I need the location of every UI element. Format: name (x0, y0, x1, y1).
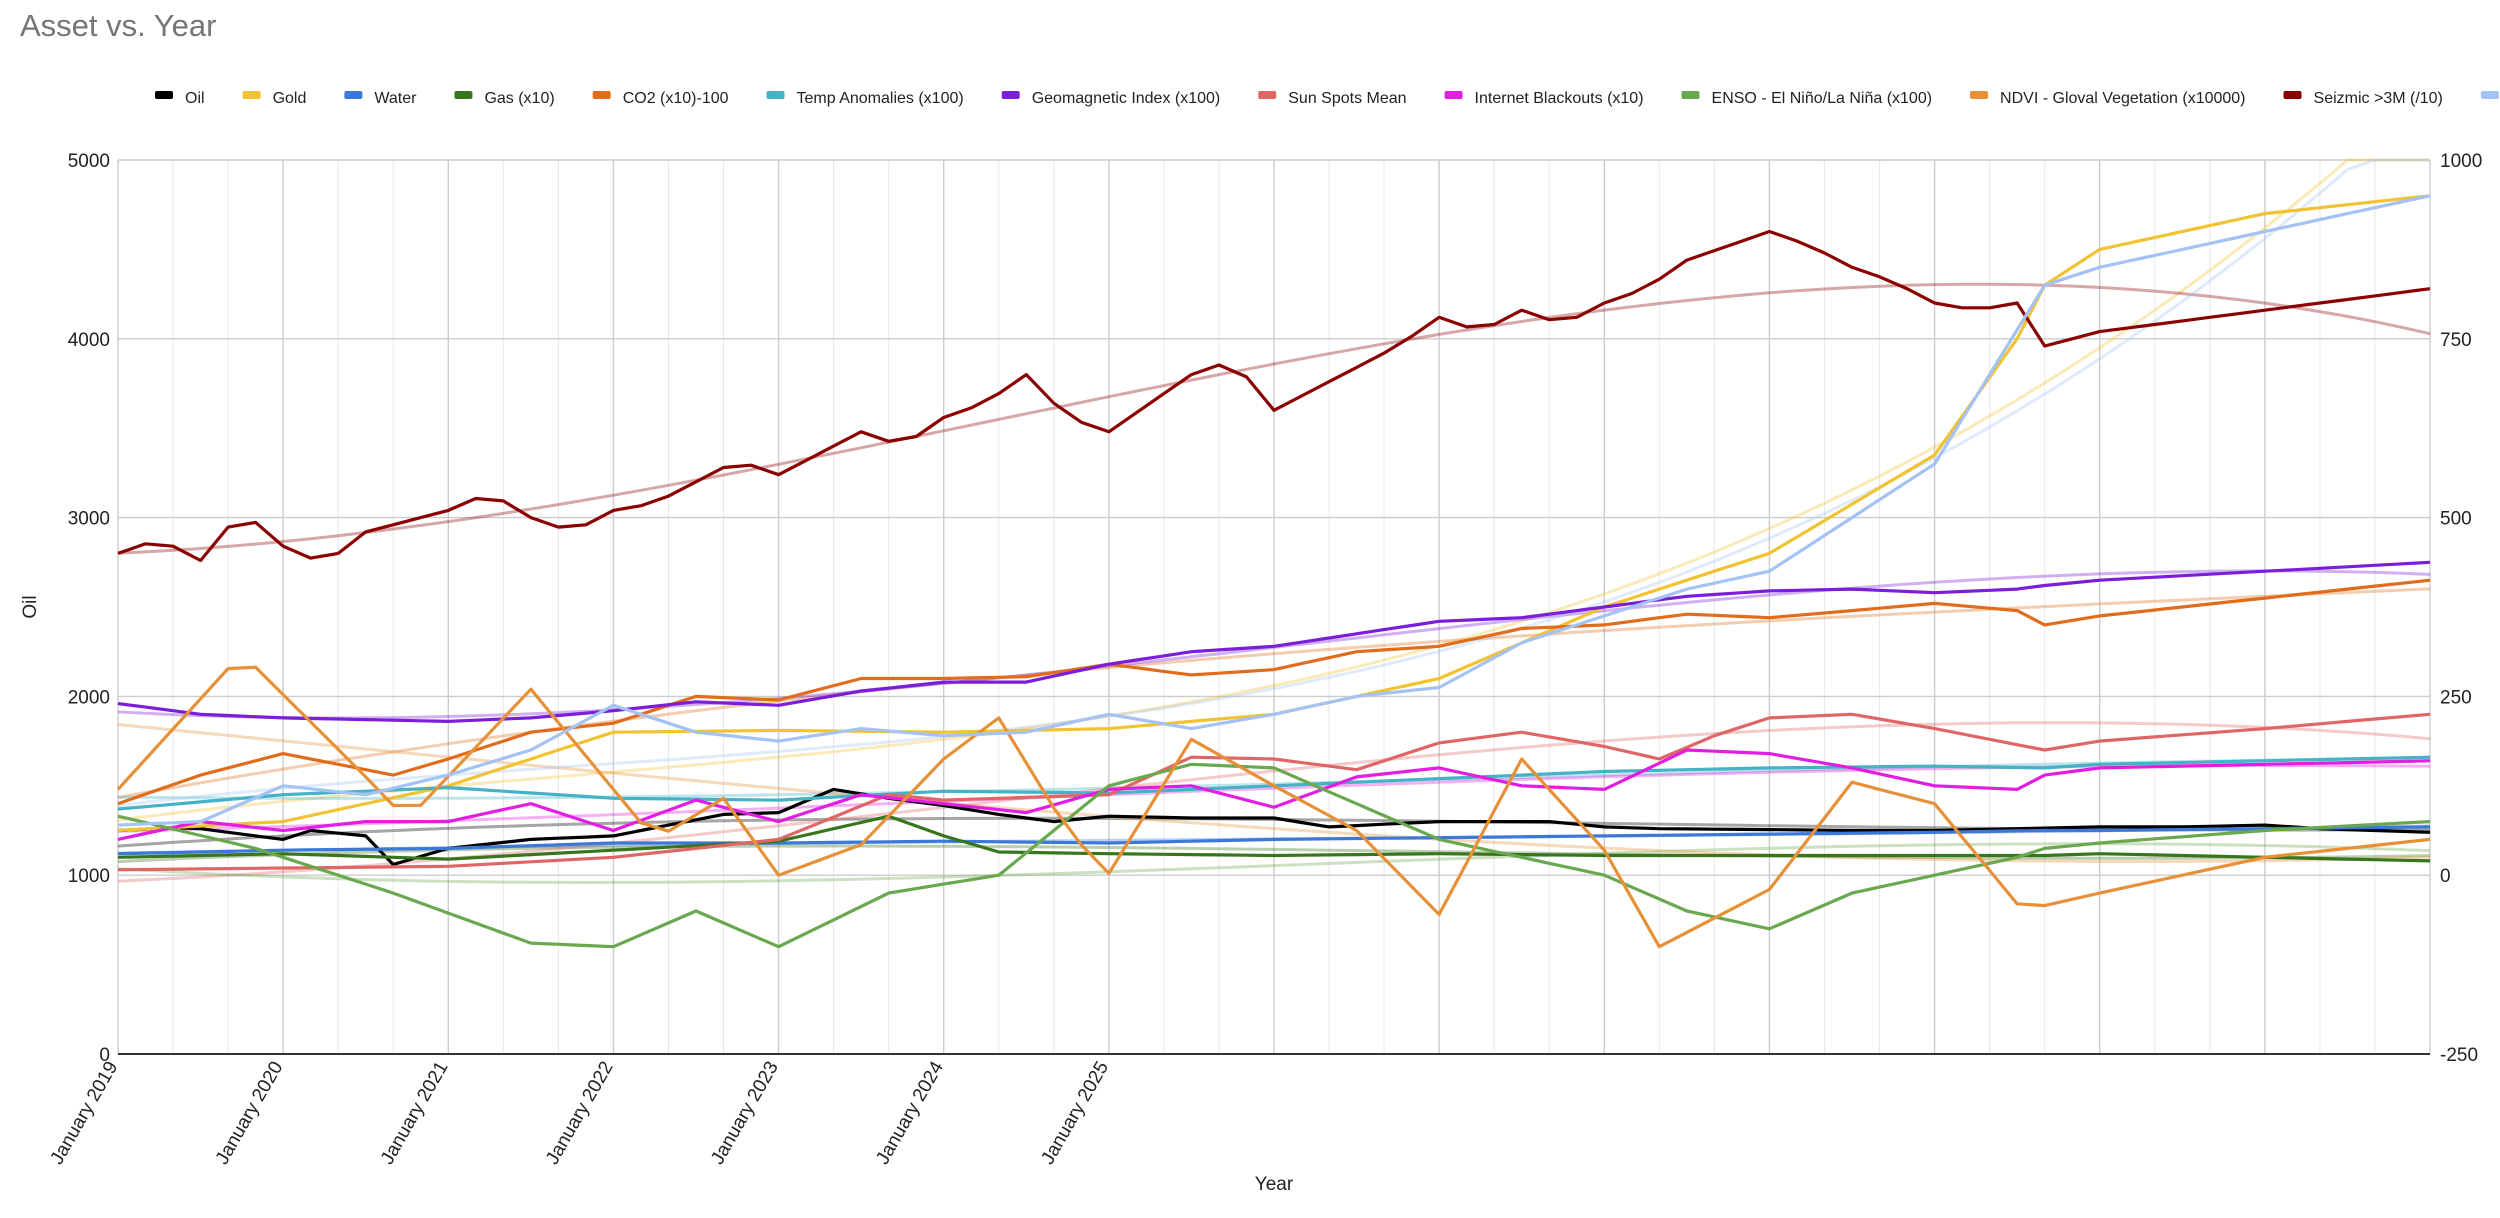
legend-item-label: Temp Anomalies (x100) (797, 90, 964, 107)
y-tick-label: 2000 (68, 687, 110, 708)
x-tick-label: January 2024 (872, 1058, 948, 1169)
y2-tick-label: 1000 (2440, 151, 2482, 172)
series-line (116, 665, 2431, 949)
x-tick-label: January 2022 (542, 1058, 618, 1168)
legend-swatch (242, 91, 261, 99)
trendline (117, 158, 2430, 807)
trendline (117, 587, 2431, 799)
legend-item-label: Gold (273, 90, 307, 107)
x-tick-label: January 2021 (377, 1058, 453, 1168)
trendline (117, 723, 2431, 863)
axes: 0 1000 2000 3000 4000 5000 -250 0 250 500 750 1000 J… (47, 151, 2483, 1168)
legend-item-label: Water (374, 90, 417, 107)
legend-item-label: Oil (185, 90, 205, 107)
y2-tick-label: 0 (2440, 866, 2451, 887)
series-line (117, 748, 2431, 841)
legend-item-label: NDVI - Gloval Vegetation (x10000) (2000, 90, 2245, 107)
legend-item-label: Geomagnetic Index (x100) (1032, 90, 1221, 107)
trendline (117, 844, 2431, 864)
series-line (117, 787, 2431, 867)
y-tick-label: 0 (99, 1045, 110, 1066)
legend-item-label: Seizmic >3M (/10) (2314, 90, 2443, 107)
legend-item-label: Gas (x10) (484, 90, 554, 107)
x-axis-title: Year (1255, 1174, 1294, 1195)
legend-swatch (1444, 91, 1463, 99)
series-line (117, 825, 2431, 856)
y2-tick-label: 500 (2440, 509, 2472, 530)
series-line (117, 194, 2431, 827)
legend: Oil Gold Water Gas (x10) CO2 (x10)-100 Temp A… (155, 90, 2499, 107)
y-axis-title: Oil (20, 595, 41, 618)
y-tick-label: 1000 (68, 866, 110, 887)
series-line (117, 762, 2431, 949)
y2-tick-label: 750 (2440, 330, 2472, 351)
series-line (117, 578, 2431, 806)
trendlines (117, 158, 2431, 885)
legend-swatch (2283, 91, 2302, 99)
y2-tick-label: -250 (2440, 1045, 2478, 1066)
legend-swatch (454, 91, 473, 99)
legend-swatch (1970, 91, 1989, 99)
legend-swatch (1001, 91, 1020, 99)
legend-item-label: Internet Blackouts (x10) (1475, 90, 1644, 107)
y-tick-label: 5000 (68, 151, 110, 172)
series-line (117, 814, 2431, 863)
legend-swatch (1258, 91, 1277, 99)
y-tick-label: 4000 (68, 330, 110, 351)
y2-tick-label: 250 (2440, 687, 2472, 708)
trendline (117, 842, 2431, 885)
series-line (117, 712, 2431, 872)
x-tick-label: January 2019 (47, 1058, 123, 1168)
legend-swatch (155, 91, 173, 99)
chart-title: Asset vs. Year (20, 8, 217, 43)
x-tick-label: January 2025 (1037, 1058, 1113, 1168)
legend-item-label: ENSO - El Niño/La Niña (x100) (1712, 90, 1933, 107)
legend-swatch (2480, 91, 2499, 99)
trendline (117, 721, 2431, 883)
series-lines (116, 194, 2431, 949)
legend-item-label: Sun Spots Mean (1288, 90, 1406, 107)
x-tick-label: January 2020 (212, 1058, 288, 1168)
series-line (117, 229, 2431, 563)
legend-swatch (766, 91, 785, 99)
legend-item-label: CO2 (x10)-100 (623, 90, 729, 107)
legend-swatch (344, 91, 363, 99)
trendline (117, 158, 2430, 822)
legend-swatch (1681, 91, 1700, 99)
y-tick-label: 3000 (68, 509, 110, 530)
legend-swatch (592, 91, 611, 99)
x-tick-label: January 2023 (707, 1058, 783, 1168)
